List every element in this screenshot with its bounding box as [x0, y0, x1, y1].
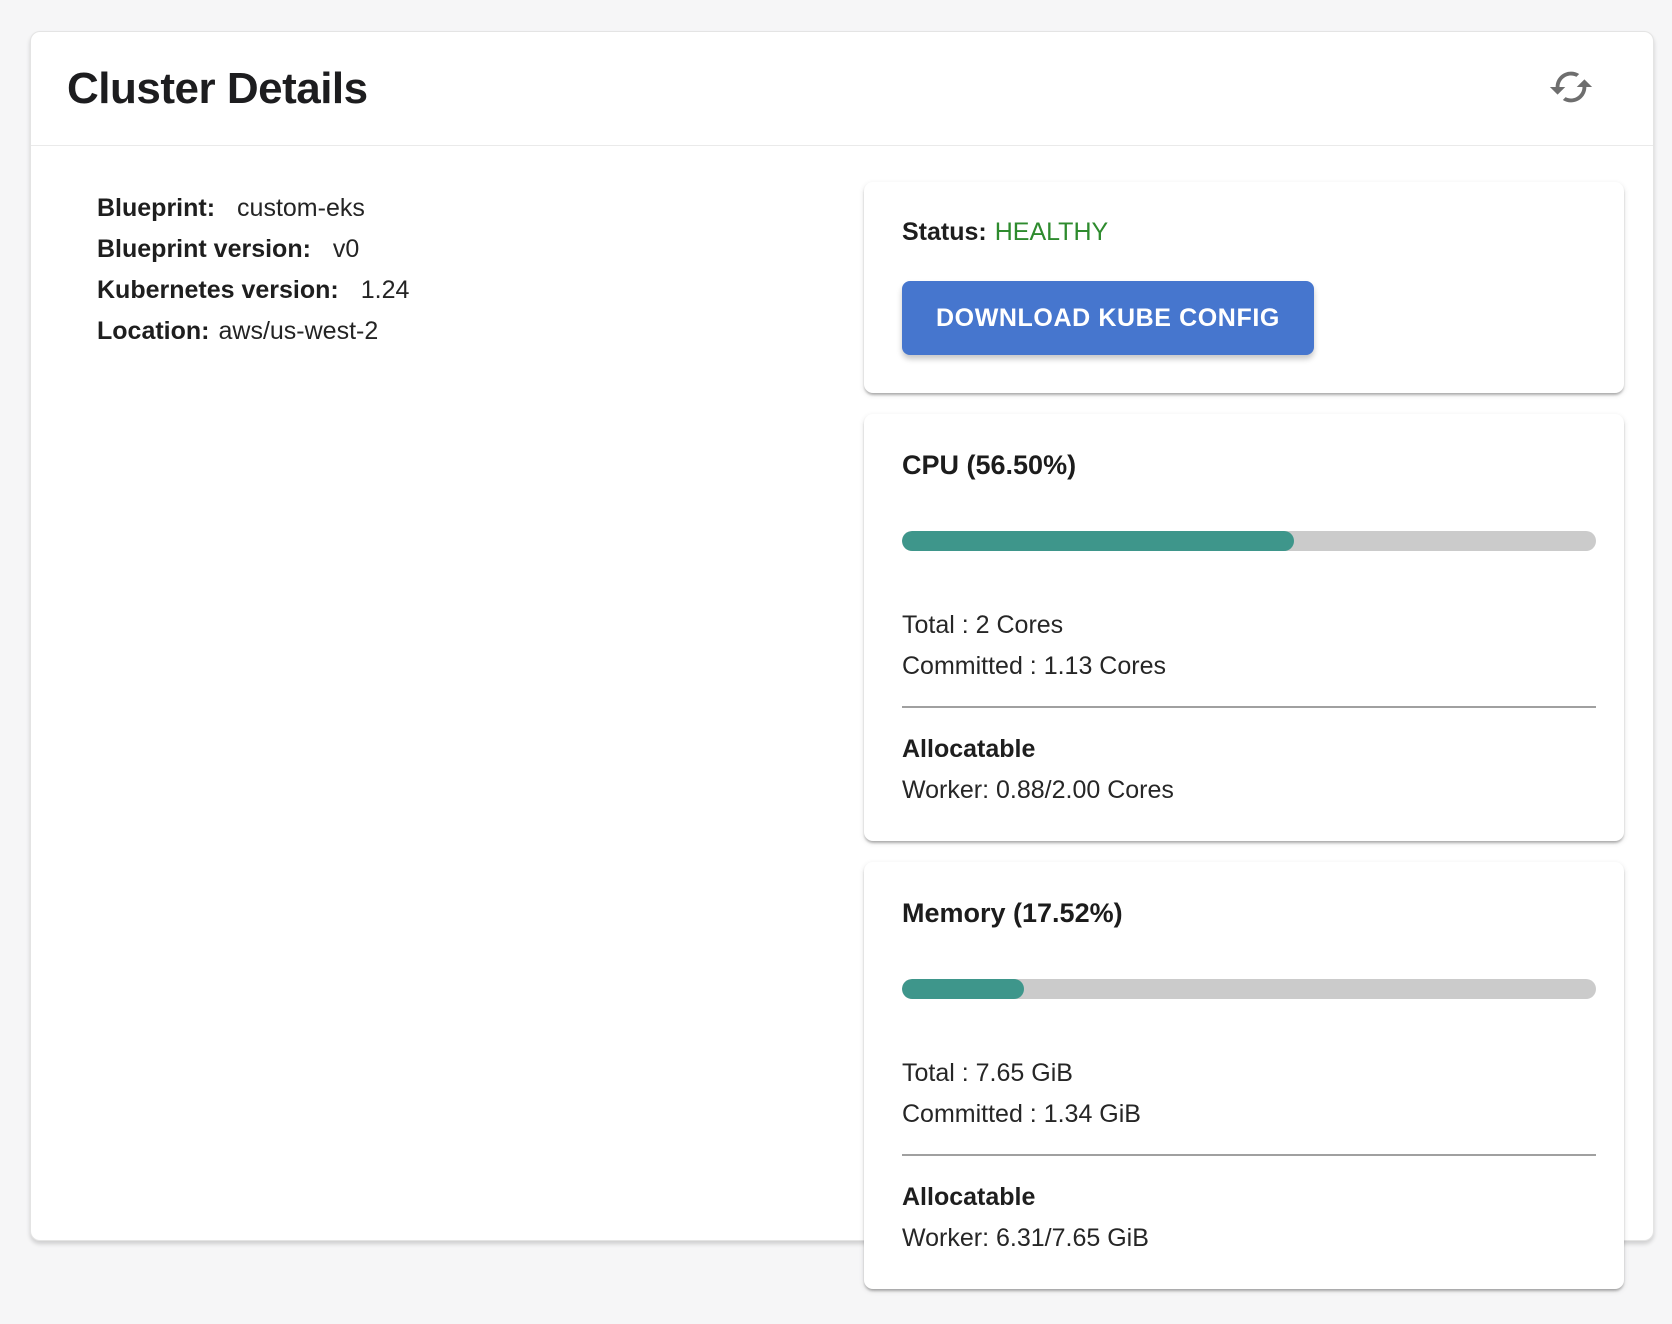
status-badge: HEALTHY [994, 218, 1109, 246]
memory-progress-bar [902, 979, 1596, 999]
cpu-divider [902, 706, 1596, 708]
detail-value: 1.24 [360, 276, 410, 304]
cpu-worker-allocatable: Worker: 0.88/2.00 Cores [902, 776, 1174, 804]
detail-row-kubernetes-version: Kubernetes version: 1.24 [97, 270, 864, 311]
page-title: Cluster Details [67, 63, 368, 113]
cpu-title: CPU (56.50%) [902, 450, 1077, 480]
memory-divider [902, 1154, 1596, 1156]
cpu-total: Total : 2 Cores [902, 611, 1064, 639]
cpu-allocatable-label: Allocatable [902, 735, 1036, 763]
detail-value: aws/us-west-2 [218, 317, 379, 345]
memory-committed: Committed : 1.34 GiB [902, 1100, 1141, 1128]
memory-card: Memory (17.52%) Total : 7.65 GiB Committ… [864, 862, 1624, 1289]
cpu-progress-fill [902, 531, 1295, 551]
detail-row-location: Location: aws/us-west-2 [97, 311, 864, 352]
cpu-card: CPU (56.50%) Total : 2 Cores Committed :… [864, 414, 1624, 841]
download-kube-config-button[interactable]: DOWNLOAD KUBE CONFIG [902, 281, 1314, 355]
cluster-details-panel: Cluster Details Blueprint: custom-eks Blu… [30, 31, 1654, 1289]
panel-header: Cluster Details [31, 32, 1653, 146]
detail-label: Blueprint version: [97, 235, 311, 263]
detail-label: Kubernetes version: [97, 276, 339, 304]
refresh-icon [1548, 64, 1594, 113]
detail-value: custom-eks [237, 194, 365, 222]
memory-total: Total : 7.65 GiB [902, 1059, 1073, 1087]
detail-row-blueprint-version: Blueprint version: v0 [97, 229, 864, 270]
memory-stats: Total : 7.65 GiB Committed : 1.34 GiB [902, 1053, 1588, 1135]
cluster-info: Blueprint: custom-eks Blueprint version: v… [67, 182, 864, 1289]
detail-row-blueprint: Blueprint: custom-eks [97, 188, 864, 229]
cpu-progress-bar [902, 531, 1596, 551]
detail-value: v0 [332, 235, 360, 263]
detail-label: Blueprint: [97, 194, 216, 222]
memory-allocatable-label: Allocatable [902, 1183, 1036, 1211]
status-label: Status: [902, 218, 987, 246]
status-card: Status: HEALTHY DOWNLOAD KUBE CONFIG [864, 182, 1624, 393]
status-line: Status: HEALTHY [902, 218, 1588, 247]
cpu-committed: Committed : 1.13 Cores [902, 652, 1166, 680]
detail-label: Location: [97, 317, 210, 345]
cpu-stats: Total : 2 Cores Committed : 1.13 Cores [902, 605, 1588, 687]
memory-progress-fill [902, 979, 1024, 999]
refresh-button[interactable] [1545, 63, 1597, 115]
memory-title: Memory (17.52%) [902, 898, 1123, 928]
memory-worker-allocatable: Worker: 6.31/7.65 GiB [902, 1224, 1149, 1252]
cluster-metrics-column: Status: HEALTHY DOWNLOAD KUBE CONFIG CPU … [864, 182, 1624, 1289]
panel-content: Blueprint: custom-eks Blueprint version: v… [31, 146, 1653, 1324]
